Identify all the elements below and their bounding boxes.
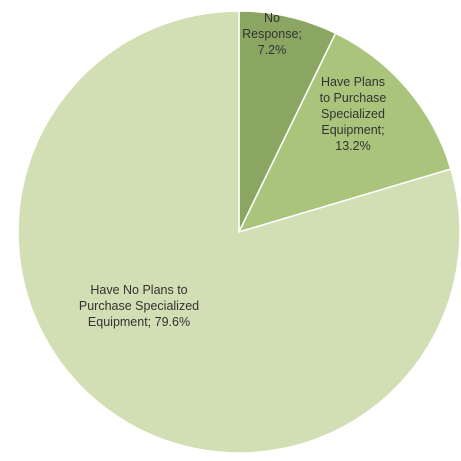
pie-slices: [17, 10, 461, 454]
slice-label-line: 13.2%: [335, 139, 370, 153]
slice-label-line: 7.2%: [258, 43, 287, 57]
slice-label-line: Specialized: [321, 107, 385, 121]
slice-label-1: No Response; 7.2%: [242, 11, 302, 57]
pie-slice-2: [237, 32, 452, 234]
slice-label-line: to Purchase: [320, 91, 387, 105]
pie-labels: No Response; 7.2% Have Plans to Purchase Spec…: [79, 11, 387, 329]
slice-label-3: Have No Plans to Purchase Specialized Equi…: [79, 283, 199, 329]
slice-label-line: Purchase Specialized: [79, 299, 199, 313]
slice-label-line: Have Plans: [321, 75, 385, 89]
slice-label-line: Response;: [242, 27, 302, 41]
pie-slice-1: [238, 10, 337, 233]
slice-label-line: No: [264, 11, 280, 25]
slice-label-line: Equipment; 79.6%: [88, 315, 190, 329]
pie-slice-3: [17, 10, 461, 454]
slice-label-2: Have Plans to Purchase Specialized Equipmen…: [320, 75, 387, 153]
slice-label-line: Equipment;: [321, 123, 384, 137]
slice-label-line: Have No Plans to: [90, 283, 187, 297]
